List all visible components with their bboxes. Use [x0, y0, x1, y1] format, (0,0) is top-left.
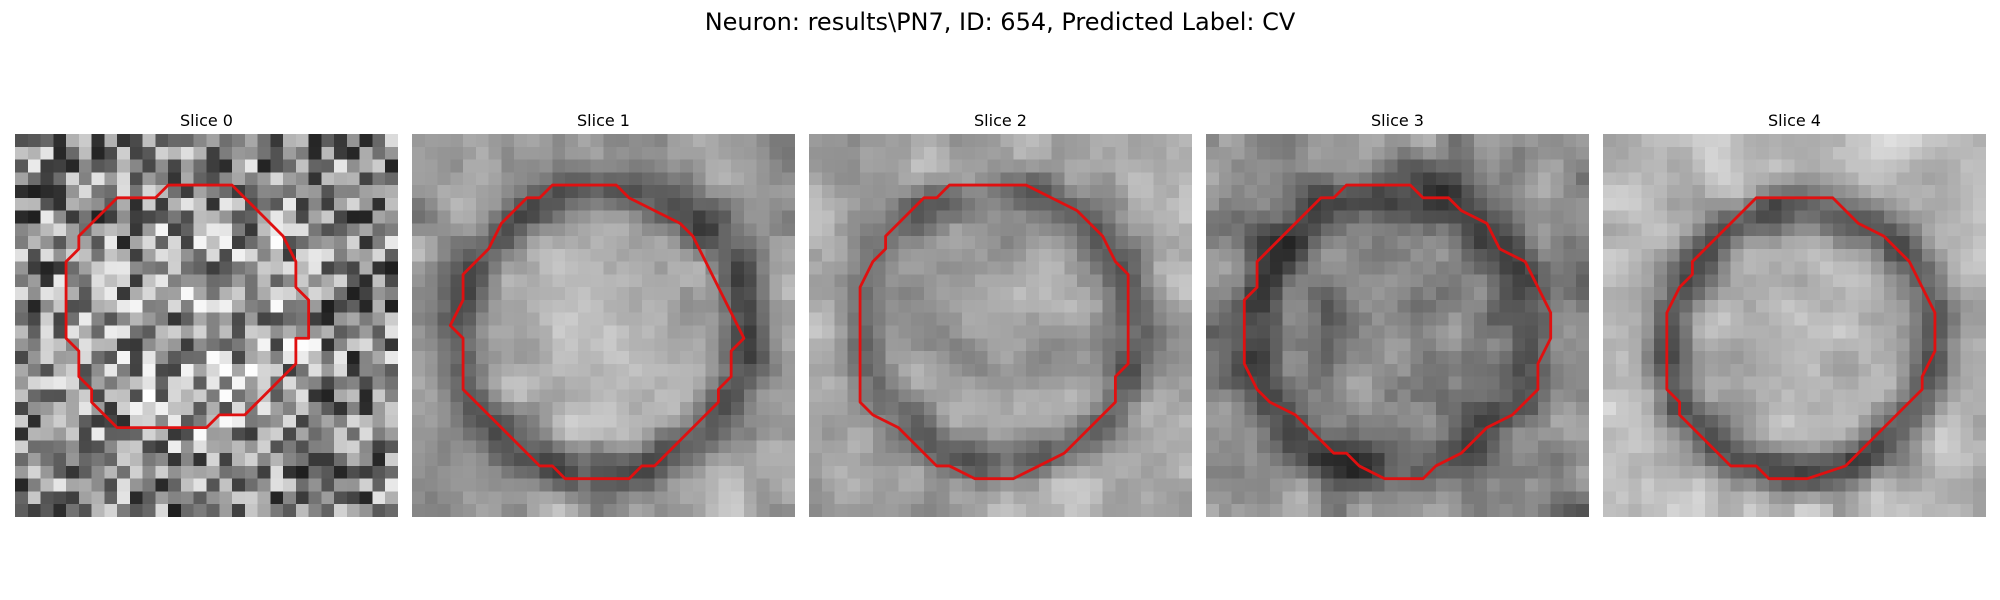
slice-panel-2: Slice 2 — [809, 108, 1192, 517]
figure-title: Neuron: results\PN7, ID: 654, Predicted … — [704, 8, 1296, 36]
pixel-grid — [809, 134, 1192, 517]
pixel-grid — [412, 134, 795, 517]
contour-outline-2 — [858, 183, 1130, 481]
slice-panel-4: Slice 4 — [1603, 108, 1986, 517]
slice-image-1 — [412, 134, 795, 517]
slice-panel-3: Slice 3 — [1206, 108, 1589, 517]
contour-outline-0 — [64, 183, 311, 430]
slice-title-1: Slice 1 — [577, 111, 630, 130]
slice-title-0: Slice 0 — [180, 111, 233, 130]
slice-title-2: Slice 2 — [974, 111, 1027, 130]
slice-panel-1: Slice 1 — [412, 108, 795, 517]
pixel-grid — [1206, 134, 1589, 517]
pixel-grid — [15, 134, 398, 517]
contour-outline-3 — [1242, 183, 1553, 481]
contour-outline-4 — [1665, 196, 1937, 481]
slice-title-4: Slice 4 — [1768, 111, 1821, 130]
slice-image-0 — [15, 134, 398, 517]
slice-image-4 — [1603, 134, 1986, 517]
slice-panel-0: Slice 0 — [15, 108, 398, 517]
slice-image-3 — [1206, 134, 1589, 517]
slice-title-3: Slice 3 — [1371, 111, 1424, 130]
pixel-grid — [1603, 134, 1986, 517]
slice-image-2 — [809, 134, 1192, 517]
contour-outline-1 — [448, 183, 746, 481]
